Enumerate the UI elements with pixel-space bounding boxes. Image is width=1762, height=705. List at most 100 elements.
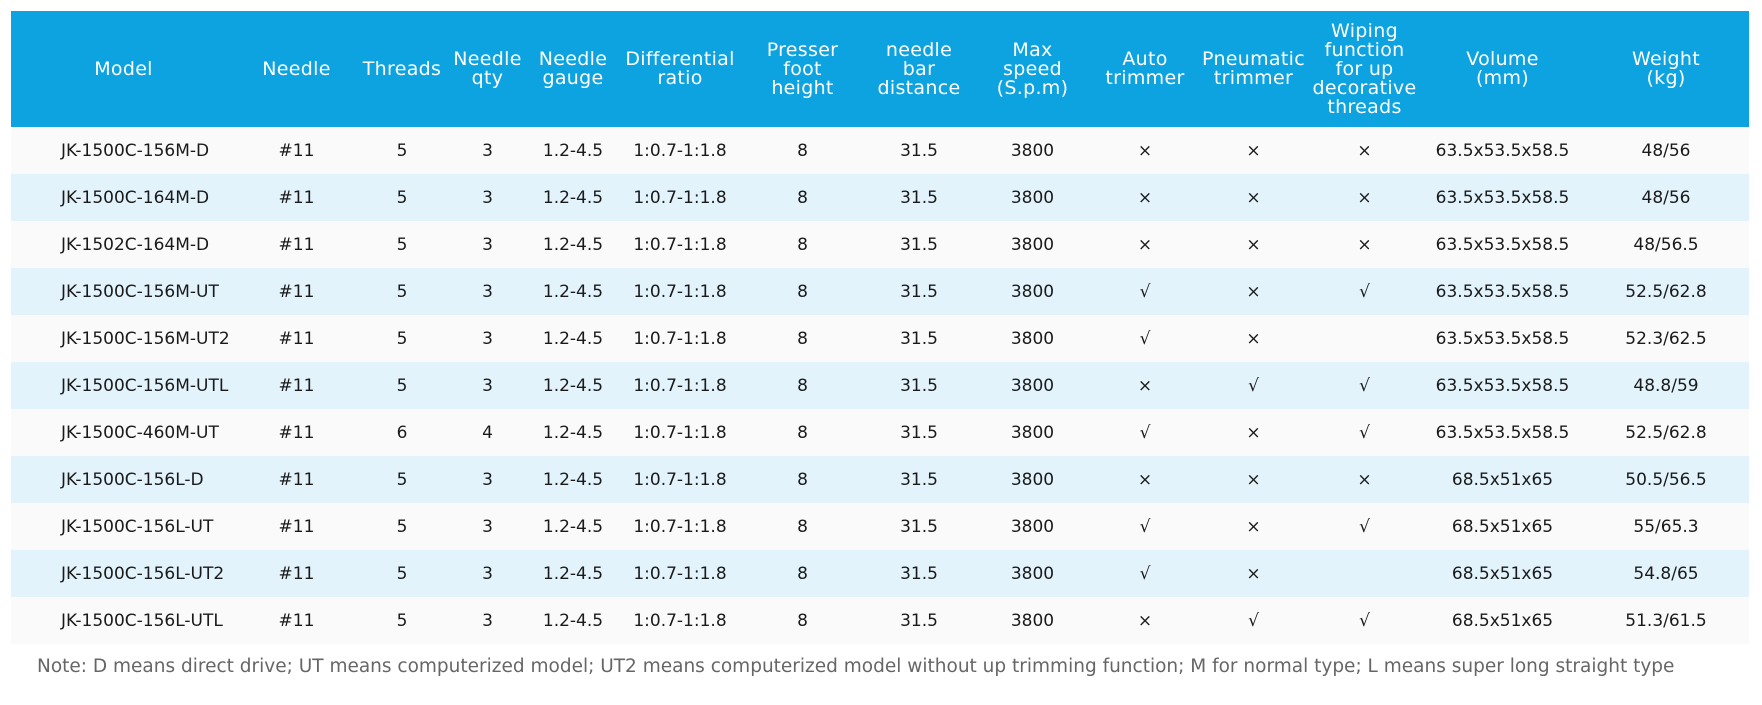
header-cell: Max speed (S.p.m): [975, 11, 1090, 127]
header-cell: Wiping function for up decorative thread…: [1307, 11, 1422, 127]
table-cell: 1:0.7-1:1.8: [618, 127, 742, 174]
table-cell: 5: [357, 221, 447, 268]
header-cell: Threads: [357, 11, 447, 127]
table-cell: #11: [236, 409, 357, 456]
table-cell: JK-1500C-156M-UT: [11, 268, 236, 315]
table-cell: 63.5x53.5x58.5: [1422, 268, 1583, 315]
table-cell: 52.5/62.8: [1583, 268, 1749, 315]
table-cell: 8: [742, 362, 863, 409]
table-cell: ×: [1200, 409, 1307, 456]
table-cell: 5: [357, 315, 447, 362]
table-cell: JK-1500C-460M-UT: [11, 409, 236, 456]
table-cell: ×: [1090, 456, 1200, 503]
table-cell: JK-1500C-156L-UTL: [11, 597, 236, 644]
table-cell: 63.5x53.5x58.5: [1422, 362, 1583, 409]
table-cell: 1:0.7-1:1.8: [618, 409, 742, 456]
table-cell: 1.2-4.5: [528, 221, 618, 268]
table-cell: 1.2-4.5: [528, 550, 618, 597]
table-cell: ×: [1200, 456, 1307, 503]
table-cell: √: [1200, 362, 1307, 409]
table-cell: 1.2-4.5: [528, 409, 618, 456]
table-cell: #11: [236, 127, 357, 174]
table-cell: √: [1090, 315, 1200, 362]
table-cell: #11: [236, 362, 357, 409]
table-cell: √: [1307, 362, 1422, 409]
table-cell: 8: [742, 127, 863, 174]
table-cell: #11: [236, 503, 357, 550]
table-cell: 3: [447, 315, 528, 362]
table-cell: ×: [1090, 362, 1200, 409]
table-cell: 68.5x51x65: [1422, 456, 1583, 503]
table-cell: #11: [236, 315, 357, 362]
table-cell: 68.5x51x65: [1422, 550, 1583, 597]
table-row: JK-1500C-156L-UT2 #11 5 3 1.2-4.5 1:0.7-1:1.8…: [11, 550, 1749, 597]
table-cell: 3800: [975, 315, 1090, 362]
table-cell: 8: [742, 456, 863, 503]
table-cell: √: [1307, 409, 1422, 456]
table-cell: 3800: [975, 221, 1090, 268]
table-cell: ×: [1090, 127, 1200, 174]
table-cell: ×: [1307, 221, 1422, 268]
table-cell: ×: [1200, 503, 1307, 550]
table-cell: 63.5x53.5x58.5: [1422, 409, 1583, 456]
table-cell: 3800: [975, 456, 1090, 503]
table-cell: ×: [1307, 127, 1422, 174]
table-cell: 8: [742, 315, 863, 362]
table-cell: 3: [447, 268, 528, 315]
table-cell: 52.3/62.5: [1583, 315, 1749, 362]
table-cell: 1:0.7-1:1.8: [618, 174, 742, 221]
table-cell: #11: [236, 597, 357, 644]
note: Note: D means direct drive; UT means com…: [37, 656, 1675, 677]
table-cell: √: [1090, 409, 1200, 456]
table-cell: 3800: [975, 503, 1090, 550]
header-cell: Weight (kg): [1583, 11, 1749, 127]
table-cell: 54.8/65: [1583, 550, 1749, 597]
table-cell: 50.5/56.5: [1583, 456, 1749, 503]
table-cell: ×: [1200, 550, 1307, 597]
table-cell: 3: [447, 503, 528, 550]
table-cell: 55/65.3: [1583, 503, 1749, 550]
table-row: JK-1500C-156L-UT #11 5 3 1.2-4.5 1:0.7-1:1.8 8…: [11, 503, 1749, 550]
table-cell: √: [1307, 268, 1422, 315]
table-cell: JK-1500C-156L-UT2: [11, 550, 236, 597]
table-cell: 3800: [975, 409, 1090, 456]
table-cell: 1.2-4.5: [528, 597, 618, 644]
table-cell: 48/56: [1583, 127, 1749, 174]
table-row: JK-1500C-156M-UT #11 5 3 1.2-4.5 1:0.7-1:1.8 8…: [11, 268, 1749, 315]
table-cell: 3: [447, 597, 528, 644]
header-cell: Volume (mm): [1422, 11, 1583, 127]
table-cell: 5: [357, 362, 447, 409]
table-cell: 4: [447, 409, 528, 456]
header-cell: Differential ratio: [618, 11, 742, 127]
table-body: JK-1500C-156M-D #11 5 3 1.2-4.5 1:0.7-1:1.8 8 3…: [11, 127, 1749, 644]
table-cell: 3: [447, 362, 528, 409]
table-cell: 31.5: [863, 503, 975, 550]
table-row: JK-1500C-156L-UTL #11 5 3 1.2-4.5 1:0.7-1:1.8…: [11, 597, 1749, 644]
table-cell: 31.5: [863, 174, 975, 221]
table-cell: 48/56.5: [1583, 221, 1749, 268]
table-cell: 31.5: [863, 409, 975, 456]
header-cell: Presser foot height: [742, 11, 863, 127]
table-cell: #11: [236, 550, 357, 597]
table-cell: JK-1502C-164M-D: [11, 221, 236, 268]
table-cell: 1:0.7-1:1.8: [618, 362, 742, 409]
table-cell: 31.5: [863, 315, 975, 362]
table-row: JK-1500C-156M-UTL #11 5 3 1.2-4.5 1:0.7-1:1.8…: [11, 362, 1749, 409]
table-cell: 5: [357, 597, 447, 644]
table-cell: √: [1090, 268, 1200, 315]
table-cell: JK-1500C-156M-UT2: [11, 315, 236, 362]
table-cell: 1.2-4.5: [528, 456, 618, 503]
table-cell: 5: [357, 174, 447, 221]
header-cell: Needle gauge: [528, 11, 618, 127]
table-cell: √: [1307, 503, 1422, 550]
table-cell: #11: [236, 456, 357, 503]
table-cell: 3: [447, 456, 528, 503]
table-cell: 63.5x53.5x58.5: [1422, 174, 1583, 221]
table-cell: √: [1307, 597, 1422, 644]
table-cell: 3: [447, 127, 528, 174]
table-cell: 3800: [975, 597, 1090, 644]
table-cell: #11: [236, 221, 357, 268]
table-cell: √: [1200, 597, 1307, 644]
table-cell: #11: [236, 268, 357, 315]
table-cell: ×: [1090, 597, 1200, 644]
